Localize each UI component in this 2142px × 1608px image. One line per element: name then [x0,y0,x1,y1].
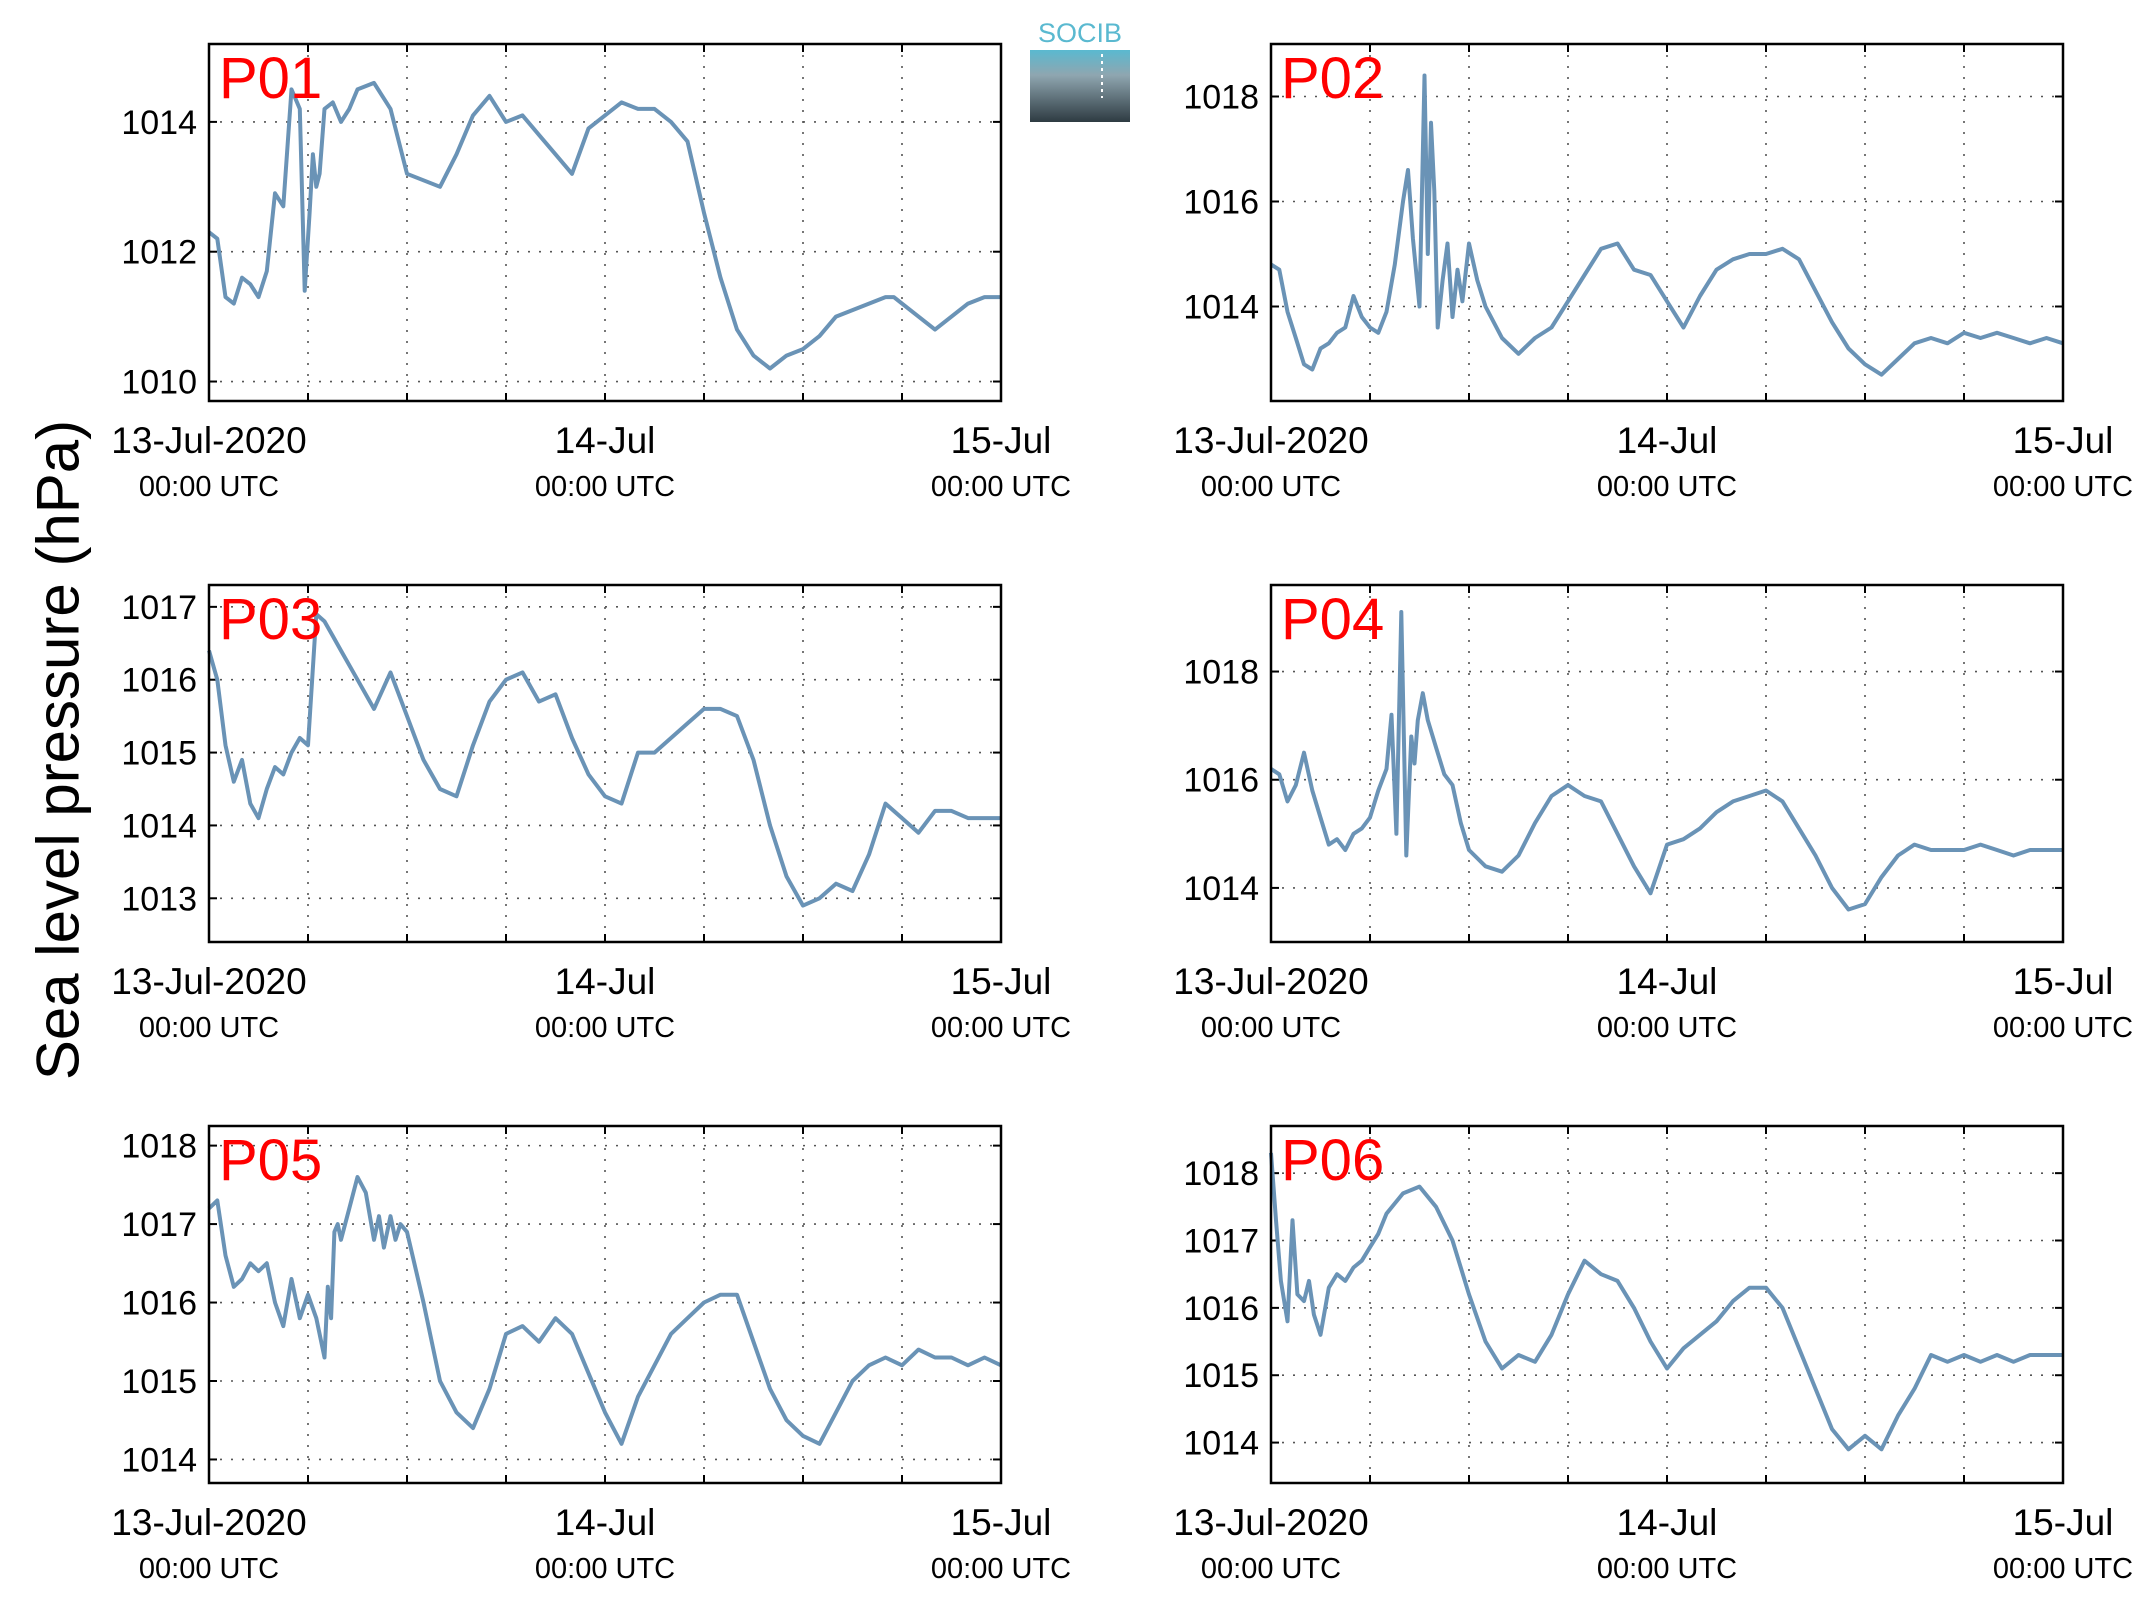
x-tick-sublabel: 00:00 UTC [1993,1012,2133,1044]
y-tick-label: 1010 [121,364,197,402]
y-tick-label: 1014 [121,1441,197,1479]
y-tick-label: 1017 [1183,1223,1259,1261]
x-tick-sublabel: 00:00 UTC [535,1012,675,1044]
panel-label: P01 [219,46,322,111]
x-tick-sublabel: 00:00 UTC [139,1553,279,1585]
x-tick-sublabel: 00:00 UTC [1201,471,1341,503]
y-tick-label: 1018 [1183,654,1259,692]
y-tick-label: 1013 [121,880,197,918]
plot-frame [1269,42,2065,403]
y-tick-label: 1014 [121,807,197,845]
x-tick-sublabel: 00:00 UTC [1597,471,1737,503]
series-line-p04 [1269,610,2063,912]
y-tick-label: 1016 [1183,762,1259,800]
y-tick-label: 1018 [1183,79,1259,117]
x-tick-sublabel: 00:00 UTC [1993,471,2133,503]
x-tick-label: 13-Jul-2020 [111,961,306,1002]
x-tick-sublabel: 00:00 UTC [1597,1012,1737,1044]
y-tick-label: 1016 [1183,184,1259,222]
panel-p02: 1014 1016 1018 13-Jul-2020 00:00 UTC 14-Jul 00… [1173,42,2133,503]
x-tick-sublabel: 00:00 UTC [931,1012,1071,1044]
y-tick-label: 1015 [121,735,197,773]
series-line-p01 [207,80,1001,371]
x-tick-sublabel: 00:00 UTC [1597,1553,1737,1585]
x-tick-label: 15-Jul [2013,961,2114,1002]
y-tick-label: 1014 [1183,870,1259,908]
x-tick-label: 13-Jul-2020 [111,1502,306,1543]
panel-label: P02 [1281,46,1384,111]
x-tick-label: 14-Jul [1617,420,1718,461]
x-tick-label: 13-Jul-2020 [1173,420,1368,461]
x-tick-sublabel: 00:00 UTC [139,1012,279,1044]
x-tick-label: 14-Jul [555,961,656,1002]
series-line-p02 [1269,73,2064,377]
svg-text:SOCIB: SOCIB [1038,18,1122,48]
x-tick-sublabel: 00:00 UTC [1201,1012,1341,1044]
x-tick-label: 13-Jul-2020 [1173,961,1368,1002]
x-tick-label: 15-Jul [2013,420,2114,461]
x-tick-label: 13-Jul-2020 [1173,1502,1368,1543]
y-tick-label: 1012 [121,234,197,272]
panel-label: P05 [219,1128,322,1193]
x-tick-label: 13-Jul-2020 [111,420,306,461]
y-tick-label: 1016 [1183,1290,1259,1328]
y-tick-label: 1015 [121,1363,197,1401]
socib-logo: SOCIB [1030,18,1130,122]
panel-p05: 1014 1015 1016 1017 1018 13-Jul-2020 00:00 UTC… [111,1124,1071,1585]
y-tick-label: 1016 [121,1285,197,1323]
plot-frame [1269,1124,2065,1485]
panel-p06: 1014 1015 1016 1017 1018 13-Jul-2020 00:00 UTC… [1173,1124,2133,1585]
y-tick-label: 1018 [121,1128,197,1166]
plot-frame [1269,583,2065,944]
plot-frame [207,1124,1003,1485]
x-tick-label: 14-Jul [1617,961,1718,1002]
y-tick-label: 1014 [121,104,197,142]
series-line-p06 [1269,1152,2063,1452]
panel-label: P03 [219,587,322,652]
x-tick-sublabel: 00:00 UTC [1201,1553,1341,1585]
series-line-p05 [207,1175,1002,1446]
x-tick-label: 15-Jul [951,1502,1052,1543]
x-tick-label: 14-Jul [555,420,656,461]
plot-frame [207,583,1003,944]
x-tick-label: 14-Jul [555,1502,656,1543]
x-tick-sublabel: 00:00 UTC [931,471,1071,503]
panel-label: P04 [1281,587,1384,652]
x-tick-sublabel: 00:00 UTC [535,1553,675,1585]
y-tick-label: 1014 [1183,1425,1259,1463]
panel-p04: 1014 1016 1018 13-Jul-2020 00:00 UTC 14-Jul 00… [1173,583,2133,1044]
x-tick-sublabel: 00:00 UTC [1993,1553,2133,1585]
x-tick-label: 15-Jul [951,420,1052,461]
panel-label: P06 [1281,1128,1384,1193]
y-tick-label: 1017 [121,1206,197,1244]
y-tick-label: 1017 [121,589,197,627]
x-tick-label: 15-Jul [2013,1502,2114,1543]
panel-p03: 1013 1014 1015 1016 1017 13-Jul-2020 00:00 UTC… [111,583,1071,1044]
y-tick-label: 1018 [1183,1155,1259,1193]
x-tick-label: 15-Jul [951,961,1052,1002]
y-tick-label: 1016 [121,662,197,700]
series-line-p03 [207,612,1001,908]
plot-frame [207,42,1003,403]
y-tick-label: 1015 [1183,1357,1259,1395]
x-tick-label: 14-Jul [1617,1502,1718,1543]
panel-p01: 1010 1012 1014 13-Jul-2020 00:00 UTC 14-Jul 00… [111,42,1071,503]
x-tick-sublabel: 00:00 UTC [931,1553,1071,1585]
y-tick-label: 1014 [1183,289,1259,327]
x-tick-sublabel: 00:00 UTC [139,471,279,503]
x-tick-sublabel: 00:00 UTC [535,471,675,503]
